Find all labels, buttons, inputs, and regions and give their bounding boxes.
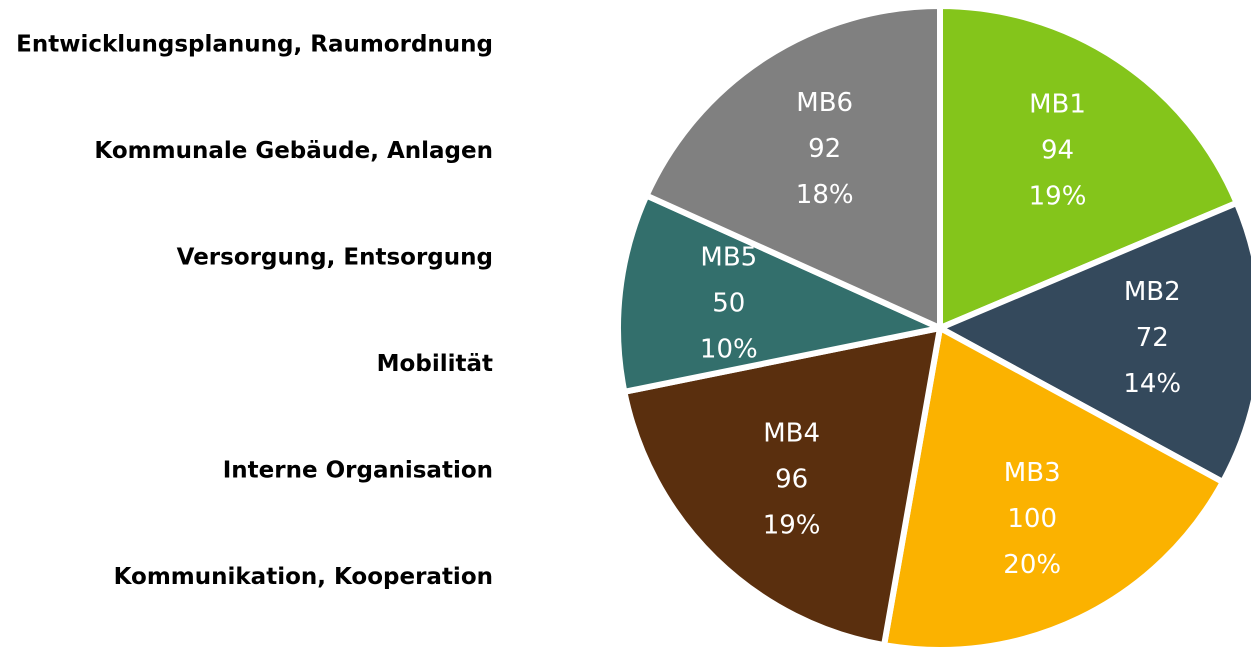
slice-percent: 10% <box>700 335 758 365</box>
pie-slice <box>937 3 1240 331</box>
slice-name: MB3 <box>1004 458 1061 488</box>
pie-slice <box>881 325 1226 653</box>
slice-percent: 20% <box>1003 550 1061 580</box>
category-description: Versorgung, Entsorgung <box>177 245 493 271</box>
category-description: Interne Organisation <box>223 458 493 484</box>
slice-name: MB1 <box>1029 89 1086 119</box>
slice-name: MB5 <box>700 243 757 273</box>
slice-percent: 14% <box>1123 369 1181 399</box>
slice-value: 96 <box>775 465 808 495</box>
slice-value: 72 <box>1136 323 1169 353</box>
slice-name: MB2 <box>1124 277 1181 307</box>
pie-slice <box>615 192 943 395</box>
slice-value: 50 <box>712 289 745 319</box>
pie-slice <box>621 325 943 649</box>
slice-value: 94 <box>1041 135 1074 165</box>
slice-name: MB4 <box>763 419 820 449</box>
slice-name: MB6 <box>796 88 853 118</box>
slice-percent: 18% <box>796 180 854 210</box>
slice-value: 92 <box>808 134 841 164</box>
category-description: Kommunale Gebäude, Anlagen <box>94 138 493 164</box>
slice-percent: 19% <box>763 511 821 541</box>
category-description: Entwicklungsplanung, Raumordnung <box>16 32 493 58</box>
slice-percent: 19% <box>1029 181 1087 211</box>
category-description: Kommunikation, Kooperation <box>114 564 493 590</box>
category-description: Mobilität <box>377 351 493 377</box>
pie-slice <box>643 3 943 331</box>
pie-slice <box>937 199 1251 485</box>
slice-value: 100 <box>1007 504 1057 534</box>
